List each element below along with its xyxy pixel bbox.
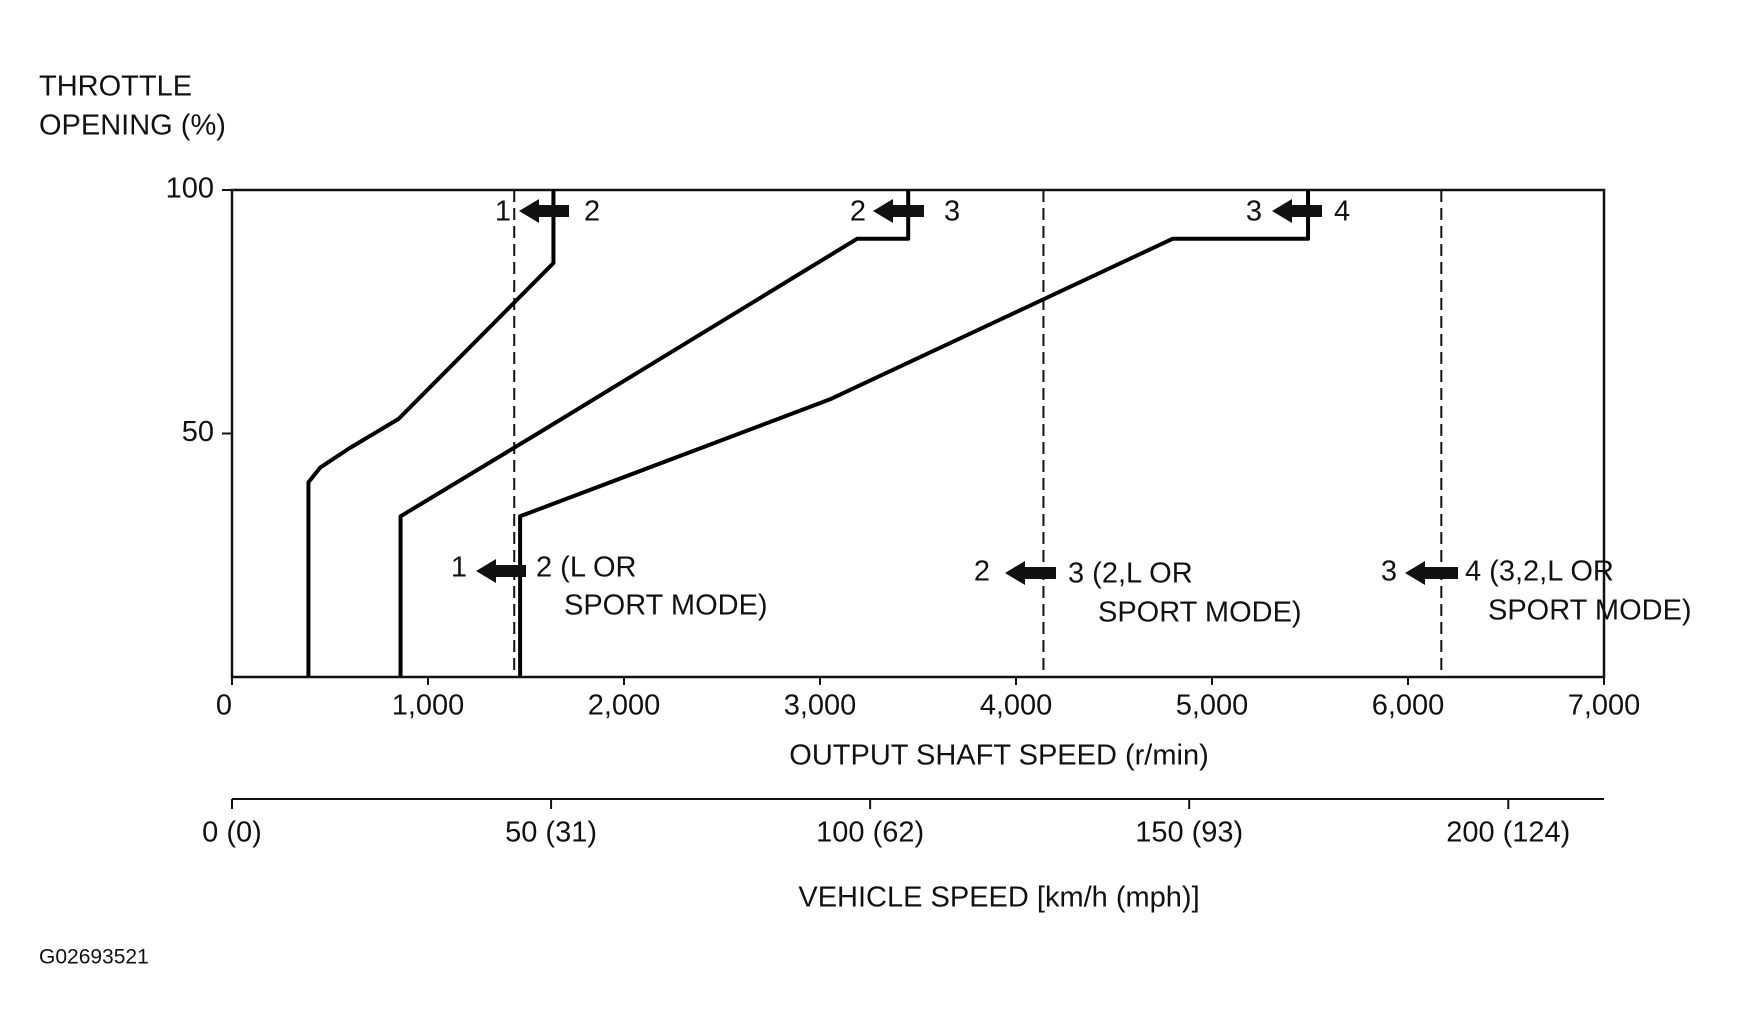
shift-arrow [1405, 561, 1458, 585]
shift-arrow [1272, 199, 1322, 223]
y-axis-label: OPENING (%) [39, 110, 226, 142]
x-tick-label: 1,000 [392, 690, 465, 722]
x2-axis-label: VEHICLE SPEED [km/h (mph)] [798, 882, 1199, 914]
shift-annotation: SPORT MODE) [1488, 595, 1692, 627]
x-tick-label: 6,000 [1372, 690, 1445, 722]
shift-annotation: 2 [850, 196, 866, 228]
x2-tick-label: 100 (62) [816, 817, 924, 849]
x-tick-label: 5,000 [1176, 690, 1249, 722]
shift-annotation: 4 (3,2,L OR [1465, 556, 1614, 588]
shift-annotation: 4 [1334, 196, 1350, 228]
x-axis-label: OUTPUT SHAFT SPEED (r/min) [789, 740, 1208, 772]
x2-tick-label: 50 (31) [505, 817, 597, 849]
y-tick-label: 100 [166, 173, 214, 205]
shift-annotation: 3 (2,L OR [1068, 558, 1193, 590]
shift-annotation: 2 (L OR [536, 552, 636, 584]
shift-annotation: 3 [944, 196, 960, 228]
x-tick-label: 0 [216, 690, 232, 722]
x2-tick-label: 0 (0) [202, 817, 262, 849]
shift-arrow [476, 559, 526, 583]
shift-curve [518, 190, 1311, 677]
x-tick-label: 7,000 [1568, 690, 1641, 722]
y-axis-label: THROTTLE [39, 71, 192, 103]
x-tick-label: 2,000 [588, 690, 661, 722]
shift-curve [398, 190, 911, 677]
y-tick-label: 50 [182, 416, 214, 448]
shift-annotation: 3 [1381, 556, 1397, 588]
x2-tick-label: 150 (93) [1135, 817, 1243, 849]
shift-arrow [519, 199, 569, 223]
shift-arrow [873, 199, 924, 223]
shift-curve [306, 190, 556, 677]
plot-frame [230, 188, 1606, 679]
shift-annotation: 2 [974, 556, 990, 588]
shift-annotation: 3 [1246, 196, 1262, 228]
x-tick-label: 4,000 [980, 690, 1053, 722]
shift-annotation: 1 [451, 552, 467, 584]
shift-annotation: 1 [495, 196, 511, 228]
x2-tick-label: 200 (124) [1446, 817, 1570, 849]
figure-id: G02693521 [39, 946, 149, 969]
shift-annotation: SPORT MODE) [564, 590, 768, 622]
shift-annotation: SPORT MODE) [1098, 597, 1302, 629]
shift-annotation: 2 [584, 196, 600, 228]
x-tick-label: 3,000 [784, 690, 857, 722]
shift-arrow [1005, 561, 1056, 585]
